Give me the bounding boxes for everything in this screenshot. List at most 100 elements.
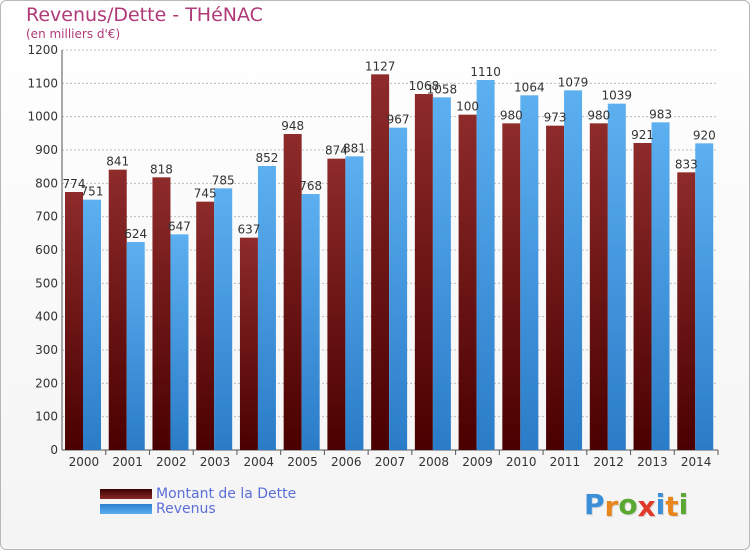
data-label-debt: 841 [106,155,129,169]
bar-revenue [345,156,364,451]
y-tick-label: 1200 [27,43,58,57]
data-label-revenue: 624 [124,227,147,241]
y-axis-ticks: 0 100 200 300 400 500 600 700 800 900 1000 1100 1200 [27,43,58,457]
chart-subtitle: (en milliers d'€) [26,27,121,41]
data-label-revenue: 751 [81,185,104,199]
x-tick-label: 2003 [200,455,231,469]
bar-debt [633,143,652,450]
proxiti-logo: Proxiti [584,488,689,523]
logo-letter: x [637,490,656,523]
logo-letter: i [678,488,689,521]
bar-revenue [83,199,101,450]
bar-revenue [432,97,451,450]
bar-revenue [389,127,408,451]
data-label-revenue: 983 [649,107,672,121]
data-label-debt: 100 [456,100,479,114]
bar-debt [196,201,215,450]
bar-debt [414,94,433,450]
bar-debt [677,172,696,451]
bar-revenue [651,122,670,450]
y-tick-label: 100 [35,410,58,424]
data-label-revenue: 1079 [558,75,589,89]
x-tick-label: 2013 [637,455,668,469]
bar-revenue [695,143,714,451]
y-tick-label: 700 [35,210,58,224]
bar-revenue [257,166,276,450]
y-tick-label: 1000 [27,110,58,124]
bar-revenue [476,80,495,450]
legend-swatch-debt [100,488,152,499]
y-tick-label: 600 [35,243,58,257]
data-label-debt: 774 [63,177,86,191]
x-tick-label: 2001 [112,455,143,469]
y-tick-label: 800 [35,176,58,190]
bar-debt [108,169,127,450]
data-label-debt: 818 [150,162,173,176]
data-label-debt: 980 [500,108,523,122]
logo-letter: P [584,488,605,521]
logo-letter: t [665,490,679,523]
data-labels: 7747518416248186477457856378529487688748… [63,59,716,241]
bar-revenue [301,194,320,450]
chart-title: Revenus/Dette - THéNAC [26,4,263,26]
bar-revenue [607,103,626,451]
x-tick-label: 2007 [375,455,406,469]
data-label-debt: 980 [587,108,610,122]
legend-item-debt: Montant de la Dette [100,485,297,502]
x-tick-label: 2005 [287,455,318,469]
bar-debt [589,123,608,450]
bar-revenue [126,242,145,450]
bar-debt [152,177,171,451]
data-label-revenue: 1064 [514,80,545,94]
bar-debt [65,192,83,450]
data-label-revenue: 768 [299,179,322,193]
data-label-revenue: 967 [387,113,410,127]
x-tick-label: 2008 [418,455,449,469]
legend-swatch-revenue [100,503,152,514]
data-label-revenue: 785 [212,173,235,187]
bar-debt [546,125,565,451]
data-label-debt: 921 [631,128,654,142]
data-label-revenue: 647 [168,219,191,233]
x-tick-label: 2000 [69,455,100,469]
data-label-debt: 1068 [409,79,440,93]
logo-letter: r [604,490,619,523]
data-label-debt: 745 [194,187,217,201]
data-label-revenue: 881 [343,141,366,155]
data-label-revenue: 1110 [470,65,501,79]
bar-debt [327,158,346,450]
bar-revenue [214,188,233,451]
data-label-debt: 637 [237,223,260,237]
bar-revenue [564,90,583,450]
bar-debt [458,114,477,451]
x-axis-ticks: 2000 2001 2002 2003 2004 2005 2006 2007 2008 2009… [69,450,719,469]
data-label-debt: 874 [325,144,348,158]
x-tick-label: 2006 [331,455,362,469]
legend-item-revenue: Revenus [100,500,296,517]
x-tick-label: 2010 [506,455,537,469]
logo-letter: o [618,488,638,521]
data-label-debt: 948 [281,119,304,133]
data-label-revenue: 1058 [427,82,458,96]
logo-letter: i [655,488,666,521]
data-label-debt: 973 [544,111,567,125]
data-label-revenue: 1039 [602,89,633,103]
y-tick-label: 300 [35,343,58,357]
legend-label-debt: Montant de la Dette [156,485,297,502]
bars [65,74,714,451]
legend-label-revenue: Revenus [156,500,216,517]
x-tick-label: 2004 [244,455,275,469]
legend: Montant de la Dette Revenus [100,485,297,517]
x-tick-label: 2002 [156,455,187,469]
y-tick-label: 1100 [27,76,58,90]
data-label-debt: 833 [675,157,698,171]
data-label-revenue: 920 [693,128,716,142]
bar-debt [371,74,390,450]
bar-debt [283,134,302,450]
y-tick-label: 400 [35,310,58,324]
bar-revenue [170,234,189,450]
y-tick-label: 0 [50,443,58,457]
bar-debt [502,123,521,450]
data-label-debt: 1127 [365,59,396,73]
